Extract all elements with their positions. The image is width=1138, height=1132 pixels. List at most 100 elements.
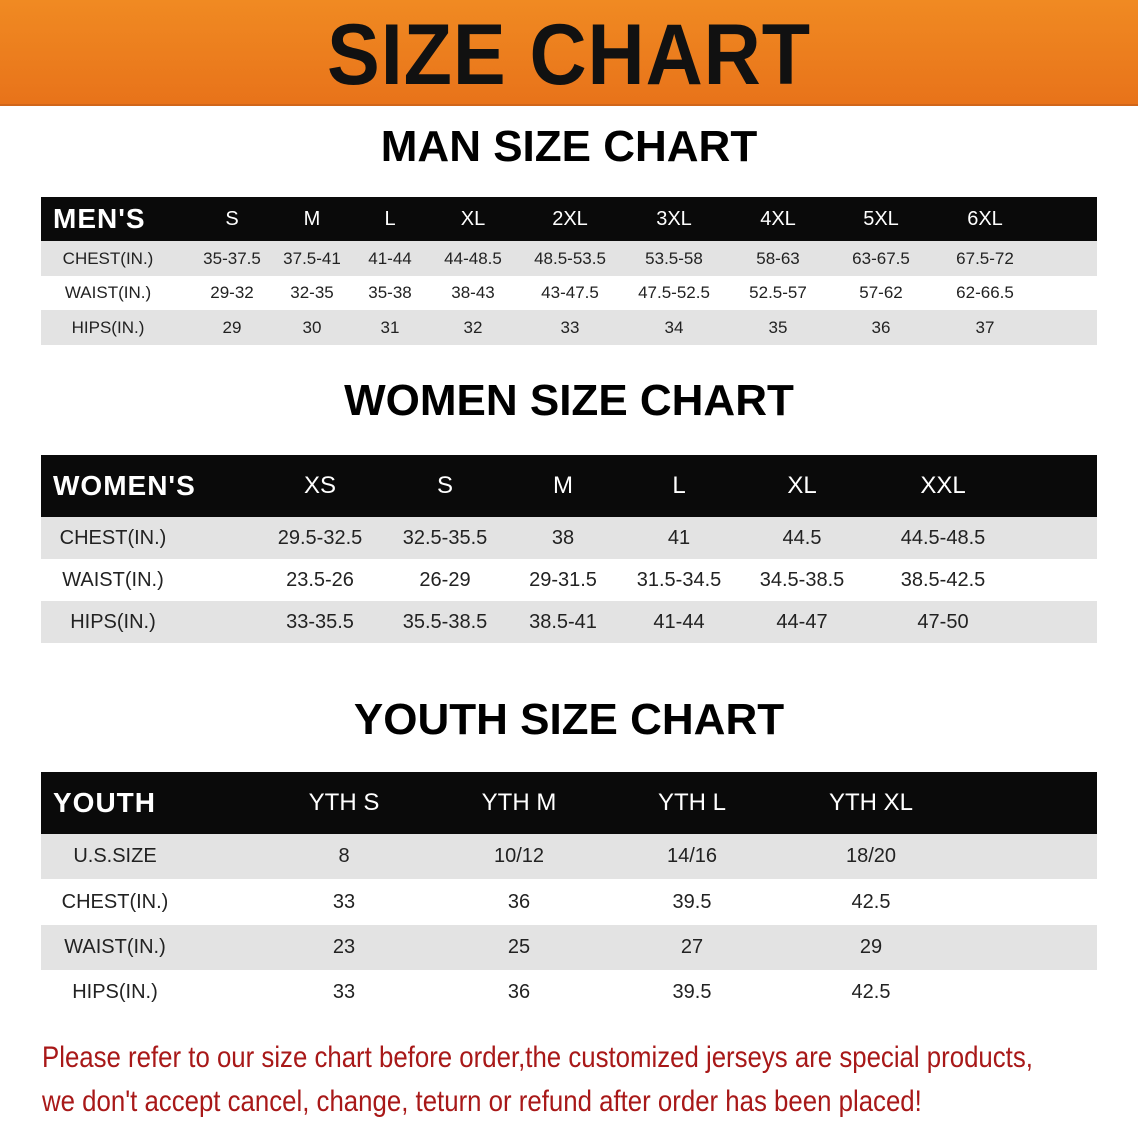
row-label: HIPS(IN.) [71, 317, 145, 337]
measurement-cell: 33-35.5 [286, 610, 354, 633]
measurement-cell: 42.5 [851, 890, 891, 913]
size-column-header: S [436, 472, 454, 499]
size-column-header: YTH L [657, 789, 727, 816]
women-header-row: WOMEN'S XS S M L XL XXL [41, 455, 1097, 517]
measurement-cell: 29 [222, 317, 242, 337]
measurement-cell: 30 [302, 317, 322, 337]
row-label: CHEST(IN.) [59, 526, 167, 549]
measurement-cell: 32-35 [290, 283, 334, 302]
measurement-cell: 41-44 [368, 248, 412, 268]
table-row: U.S.SIZE 8 10/12 14/16 18/20 [41, 834, 1097, 879]
row-label: WAIST(IN.) [64, 936, 166, 958]
youth-table-label: YOUTH [53, 787, 156, 818]
measurement-cell: 52.5-57 [749, 283, 807, 302]
row-label: HIPS(IN.) [70, 610, 156, 633]
row-label: HIPS(IN.) [72, 981, 158, 1003]
size-column-header: XL [460, 207, 486, 230]
size-column-header: YTH S [308, 789, 380, 816]
row-label: CHEST(IN.) [62, 248, 154, 268]
measurement-cell: 63-67.5 [852, 248, 910, 268]
measurement-cell: 14/16 [666, 845, 718, 867]
size-chart-banner: SIZE CHART [0, 0, 1138, 106]
size-column-header: L [672, 472, 686, 499]
size-column-header: S [225, 207, 239, 230]
banner-title: SIZE CHART [327, 7, 811, 103]
measurement-cell: 37 [975, 317, 995, 337]
table-row: WAIST(IN.) 29-32 32-35 35-38 38-43 43-47.5 47.… [41, 276, 1097, 310]
measurement-cell: 47.5-52.5 [638, 283, 710, 302]
measurement-cell: 38.5-42.5 [900, 568, 986, 591]
men-table-label: MEN'S [53, 203, 146, 234]
size-column-header: XL [787, 472, 817, 499]
row-label: CHEST(IN.) [61, 890, 169, 913]
measurement-cell: 35-38 [368, 283, 412, 302]
order-notice-line-2: we don't accept cancel, change, teturn o… [42, 1085, 922, 1118]
measurement-cell: 34.5-38.5 [759, 568, 845, 591]
measurement-cell: 35 [768, 317, 788, 337]
measurement-cell: 35.5-38.5 [402, 610, 488, 633]
youth-section-title: YOUTH SIZE CHART [353, 695, 785, 744]
measurement-cell: 29.5-32.5 [277, 526, 363, 549]
measurement-cell: 29 [859, 936, 883, 958]
measurement-cell: 34 [664, 317, 684, 337]
measurement-cell: 58-63 [756, 248, 800, 268]
measurement-cell: 43-47.5 [541, 283, 599, 302]
measurement-cell: 38-43 [451, 283, 495, 302]
size-column-header: YTH XL [828, 789, 914, 816]
measurement-cell: 10/12 [493, 845, 545, 867]
size-column-header: M [303, 207, 321, 230]
size-column-header: 3XL [656, 207, 692, 230]
measurement-cell: 29-32 [210, 283, 254, 302]
measurement-cell: 33 [560, 317, 580, 337]
size-column-header: 5XL [863, 207, 899, 230]
table-row: HIPS(IN.) 29 30 31 32 33 34 35 36 37 [41, 310, 1097, 345]
measurement-cell: 31.5-34.5 [636, 568, 722, 591]
measurement-cell: 25 [507, 936, 531, 958]
measurement-cell: 23.5-26 [286, 568, 354, 591]
measurement-cell: 36 [507, 890, 531, 913]
size-column-header: L [384, 207, 396, 230]
measurement-cell: 39.5 [672, 981, 712, 1003]
measurement-cell: 23 [332, 936, 356, 958]
measurement-cell: 47-50 [917, 610, 969, 633]
measurement-cell: 41-44 [653, 610, 705, 633]
size-column-header: XS [303, 472, 337, 499]
measurement-cell: 29-31.5 [529, 568, 597, 591]
measurement-cell: 36 [871, 317, 891, 337]
table-row: CHEST(IN.) 35-37.5 37.5-41 41-44 44-48.5 48.5… [41, 241, 1097, 276]
youth-header-row: YOUTH YTH S YTH M YTH L YTH XL [41, 772, 1097, 834]
youth-size-table: YOUTH YTH S YTH M YTH L YTH XL U.S.SIZE 8 10/12… [41, 772, 1097, 1015]
women-table-label: WOMEN'S [53, 470, 196, 501]
order-notice: Please refer to our size chart before or… [42, 1036, 1126, 1124]
men-header-row: MEN'S S M L XL 2XL 3XL 4XL 5XL 6XL [41, 197, 1097, 241]
measurement-cell: 62-66.5 [956, 283, 1014, 302]
size-column-header: XXL [920, 472, 966, 499]
measurement-cell: 44.5-48.5 [900, 526, 986, 549]
table-row: CHEST(IN.) 33 36 39.5 42.5 [41, 879, 1097, 925]
measurement-cell: 41 [667, 526, 691, 549]
row-label: WAIST(IN.) [62, 568, 164, 591]
row-label: WAIST(IN.) [64, 283, 152, 302]
size-column-header: 4XL [760, 207, 796, 230]
measurement-cell: 26-29 [419, 568, 471, 591]
men-size-table: MEN'S S M L XL 2XL 3XL 4XL 5XL 6XL CHEST(IN.) 35-37… [41, 197, 1097, 345]
measurement-cell: 37.5-41 [283, 248, 341, 268]
measurement-cell: 44-48.5 [444, 248, 502, 268]
measurement-cell: 33 [332, 890, 356, 913]
measurement-cell: 18/20 [845, 845, 897, 867]
measurement-cell: 53.5-58 [645, 248, 703, 268]
measurement-cell: 35-37.5 [203, 248, 261, 268]
measurement-cell: 57-62 [859, 283, 903, 302]
table-row: WAIST(IN.) 23.5-26 26-29 29-31.5 31.5-34.5 34… [41, 559, 1097, 601]
measurement-cell: 39.5 [672, 890, 712, 913]
measurement-cell: 38.5-41 [529, 610, 597, 633]
size-column-header: 2XL [552, 207, 588, 230]
measurement-cell: 44-47 [776, 610, 828, 633]
order-notice-line-1: Please refer to our size chart before or… [42, 1041, 1033, 1074]
measurement-cell: 48.5-53.5 [534, 248, 606, 268]
table-row: WAIST(IN.) 23 25 27 29 [41, 925, 1097, 970]
measurement-cell: 27 [680, 936, 704, 958]
table-row: CHEST(IN.) 29.5-32.5 32.5-35.5 38 41 44.5 44.5… [41, 517, 1097, 559]
measurement-cell: 32 [463, 317, 483, 337]
size-column-header: M [553, 472, 573, 499]
